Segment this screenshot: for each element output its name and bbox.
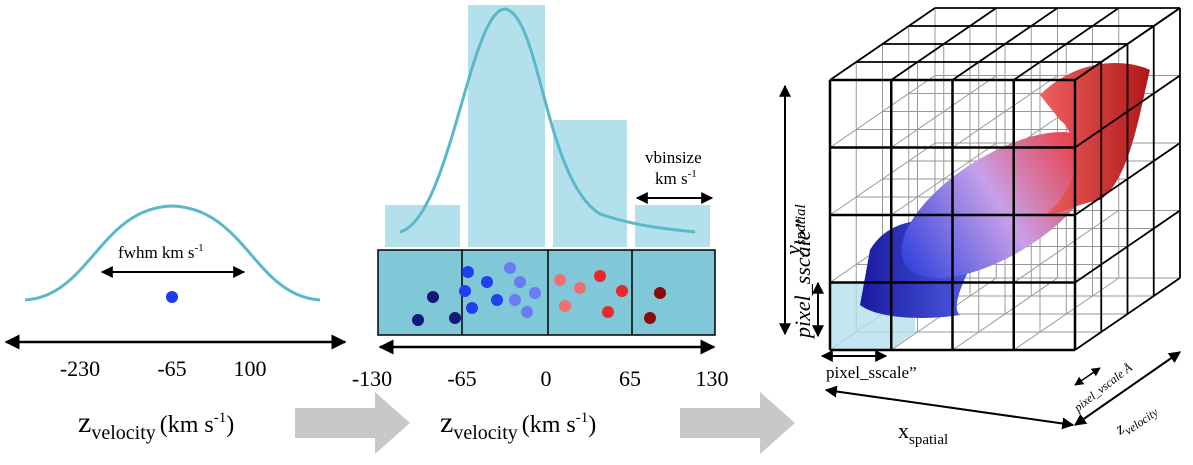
- tick-label: 65: [619, 366, 641, 391]
- gaussian-curve: [24, 204, 321, 302]
- grid-line: [829, 142, 936, 216]
- dot: [616, 285, 628, 297]
- profile-curve: [399, 7, 696, 234]
- cube-front-grid: [828, 7, 1181, 352]
- dot: [466, 302, 478, 314]
- dot: [459, 285, 471, 297]
- grid-line: [1013, 7, 1120, 81]
- vscale-arrow: [1074, 367, 1101, 386]
- histogram: [385, 5, 710, 247]
- grid-line: [829, 75, 936, 148]
- axis-label: zvelocity (km s-1): [440, 406, 596, 444]
- dot: [529, 287, 541, 299]
- bin-label: vbinsize: [645, 148, 702, 167]
- disk: [901, 132, 1099, 278]
- tick-label: -230: [60, 356, 100, 381]
- dot: [514, 276, 526, 288]
- axis-label: zvelocity (km s-1): [78, 406, 234, 444]
- grid-line: [952, 75, 1058, 148]
- flow-arrow: [680, 392, 795, 454]
- grid-line: [1074, 277, 1181, 351]
- dot: [449, 312, 461, 324]
- tick-label: -65: [447, 366, 476, 391]
- grid-line: [1074, 7, 1181, 81]
- dot: [491, 294, 503, 306]
- dot: [554, 274, 566, 286]
- pixel-sscale-vertical: pixel_sscale”: [790, 218, 815, 340]
- grid-line: [890, 75, 997, 148]
- dot: [462, 266, 474, 278]
- tick-labels: -130 -65 0 65 130: [352, 366, 729, 391]
- hist-bar: [553, 120, 627, 247]
- dot: [654, 287, 666, 299]
- point: [166, 291, 178, 303]
- bin-unit: km s-1: [655, 168, 697, 188]
- tick-label: -65: [157, 356, 186, 381]
- y-label: yspatial: [780, 204, 809, 257]
- red-arm: [1040, 62, 1150, 217]
- dot: [481, 276, 493, 288]
- x-label: xspatial: [898, 418, 948, 448]
- tick-label: -130: [352, 366, 392, 391]
- hist-bar: [468, 5, 545, 247]
- grid-line: [890, 142, 997, 216]
- z-label: zvelocity: [1111, 397, 1162, 442]
- dot: [602, 306, 614, 318]
- dot: [644, 312, 656, 324]
- tick-label: 130: [696, 366, 729, 391]
- dot: [559, 300, 571, 312]
- flow-arrow: [295, 392, 410, 454]
- dot: [594, 270, 606, 282]
- dot: [504, 262, 516, 274]
- dot: [509, 294, 521, 306]
- grid-line: [952, 277, 1058, 351]
- fwhm-label: fwhm km s-1: [118, 242, 204, 262]
- dot: [521, 306, 533, 318]
- x-arrow: [824, 385, 1075, 430]
- z-arrow: [1074, 351, 1181, 426]
- tick-label: 100: [234, 356, 267, 381]
- tick-labels: -230 -65 100: [60, 356, 267, 381]
- tick-label: 0: [541, 366, 552, 391]
- dot: [412, 314, 424, 326]
- dot: [427, 291, 439, 303]
- pixel-sscale-horizontal: pixel_sscale”: [826, 363, 917, 382]
- grid-line: [1074, 209, 1181, 284]
- dot: [574, 282, 586, 294]
- dots: [412, 262, 666, 326]
